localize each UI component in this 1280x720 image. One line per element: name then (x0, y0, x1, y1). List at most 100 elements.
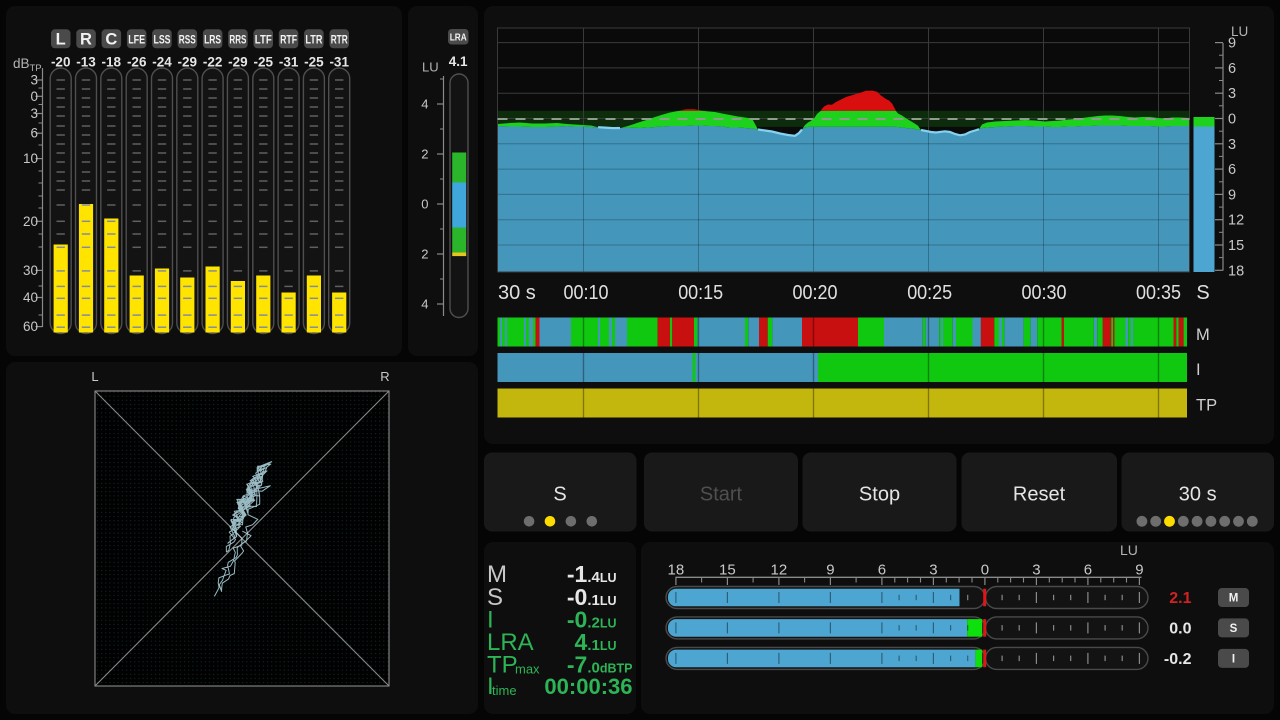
svg-text:60: 60 (23, 319, 38, 334)
svg-text:RSS: RSS (179, 33, 196, 47)
svg-text:0: 0 (981, 562, 989, 579)
svg-text:S: S (1196, 282, 1209, 304)
svg-text:-29: -29 (228, 55, 248, 70)
svg-text:4: 4 (421, 297, 428, 312)
svg-text:max: max (515, 662, 540, 677)
svg-text:6: 6 (1228, 61, 1236, 77)
svg-text:TP: TP (487, 652, 518, 679)
svg-text:LRA: LRA (450, 32, 467, 44)
svg-text:00:25: 00:25 (907, 282, 952, 304)
svg-text:LFE: LFE (128, 33, 145, 47)
svg-text:00:10: 00:10 (564, 282, 609, 304)
svg-text:R: R (80, 31, 92, 49)
svg-text:I: I (1196, 361, 1201, 379)
svg-text:6: 6 (1084, 562, 1092, 579)
svg-text:30 s: 30 s (1179, 484, 1217, 506)
svg-text:Reset: Reset (1013, 484, 1066, 506)
svg-text:00:15: 00:15 (678, 282, 723, 304)
svg-text:0: 0 (1228, 112, 1236, 128)
svg-text:dB: dB (13, 56, 30, 71)
svg-text:LU: LU (422, 60, 439, 75)
svg-text:-25: -25 (254, 55, 274, 70)
svg-text:-25: -25 (304, 55, 324, 70)
svg-text:-7.0dBTP: -7.0dBTP (567, 652, 633, 678)
svg-text:4.1LU: 4.1LU (575, 629, 617, 655)
svg-text:-20: -20 (51, 55, 71, 70)
svg-text:L: L (56, 31, 66, 49)
svg-text:R: R (380, 369, 389, 384)
svg-text:6: 6 (1228, 162, 1236, 178)
svg-text:RTF: RTF (280, 33, 297, 47)
svg-text:M: M (1229, 593, 1239, 605)
svg-text:LU: LU (1231, 24, 1248, 39)
svg-text:M: M (1196, 326, 1210, 344)
svg-text:20: 20 (23, 214, 38, 229)
svg-text:9: 9 (1135, 562, 1143, 579)
svg-text:00:35: 00:35 (1136, 282, 1181, 304)
svg-text:TP: TP (1196, 397, 1217, 415)
svg-text:-0.2: -0.2 (1164, 651, 1192, 668)
svg-text:30 s: 30 s (498, 282, 536, 304)
svg-text:3: 3 (1032, 562, 1040, 579)
svg-text:TP: TP (30, 63, 42, 74)
svg-text:L: L (91, 369, 98, 384)
svg-text:2: 2 (421, 147, 428, 162)
svg-text:9: 9 (1228, 36, 1236, 52)
svg-text:C: C (105, 31, 117, 49)
svg-text:00:30: 00:30 (1022, 282, 1067, 304)
svg-text:RRS: RRS (229, 33, 246, 47)
svg-text:-26: -26 (127, 55, 147, 70)
svg-text:4.1: 4.1 (449, 54, 468, 69)
svg-text:LTR: LTR (305, 33, 322, 47)
svg-text:Start: Start (700, 484, 743, 506)
svg-text:2.1: 2.1 (1169, 590, 1191, 607)
svg-text:-31: -31 (329, 55, 349, 70)
svg-text:LTF: LTF (255, 33, 272, 47)
svg-text:3: 3 (30, 73, 38, 88)
svg-text:9: 9 (1228, 187, 1236, 203)
svg-text:-24: -24 (152, 55, 172, 70)
svg-text:M: M (487, 561, 507, 588)
svg-text:10: 10 (23, 151, 38, 166)
svg-text:3: 3 (929, 562, 937, 579)
svg-text:9: 9 (826, 562, 834, 579)
svg-text:3: 3 (30, 106, 38, 121)
svg-text:12: 12 (1228, 213, 1244, 229)
svg-text:RTR: RTR (331, 33, 348, 47)
svg-text:-31: -31 (279, 55, 299, 70)
svg-text:6: 6 (30, 126, 38, 141)
svg-text:0.0: 0.0 (1169, 620, 1191, 637)
svg-text:-29: -29 (178, 55, 198, 70)
svg-text:15: 15 (719, 562, 736, 579)
svg-text:-1.4LU: -1.4LU (567, 561, 617, 587)
svg-text:time: time (492, 683, 517, 698)
svg-text:40: 40 (23, 290, 38, 305)
svg-text:18: 18 (1228, 263, 1244, 279)
svg-text:00:00:36: 00:00:36 (544, 674, 632, 699)
svg-text:00:20: 00:20 (793, 282, 838, 304)
svg-text:-13: -13 (76, 55, 96, 70)
svg-text:I: I (487, 607, 494, 634)
svg-text:LRA: LRA (487, 629, 534, 656)
svg-text:3: 3 (1228, 137, 1236, 153)
svg-text:-0.2LU: -0.2LU (567, 607, 617, 633)
svg-text:I: I (1232, 653, 1235, 665)
svg-text:S: S (487, 584, 503, 611)
svg-text:0: 0 (421, 197, 428, 212)
svg-text:2: 2 (421, 247, 428, 262)
svg-text:LRS: LRS (204, 33, 221, 47)
svg-text:15: 15 (1228, 238, 1244, 254)
svg-text:30: 30 (23, 263, 38, 278)
svg-text:LU: LU (1120, 542, 1138, 558)
svg-text:6: 6 (878, 562, 886, 579)
svg-text:0: 0 (30, 89, 38, 104)
svg-text:-18: -18 (102, 55, 122, 70)
svg-text:S: S (553, 484, 566, 506)
svg-text:18: 18 (668, 562, 685, 579)
svg-text:-22: -22 (203, 55, 223, 70)
svg-text:LSS: LSS (154, 33, 171, 47)
svg-text:3: 3 (1228, 86, 1236, 102)
svg-text:S: S (1230, 623, 1238, 635)
svg-text:-0.1LU: -0.1LU (567, 584, 617, 610)
svg-text:12: 12 (771, 562, 788, 579)
